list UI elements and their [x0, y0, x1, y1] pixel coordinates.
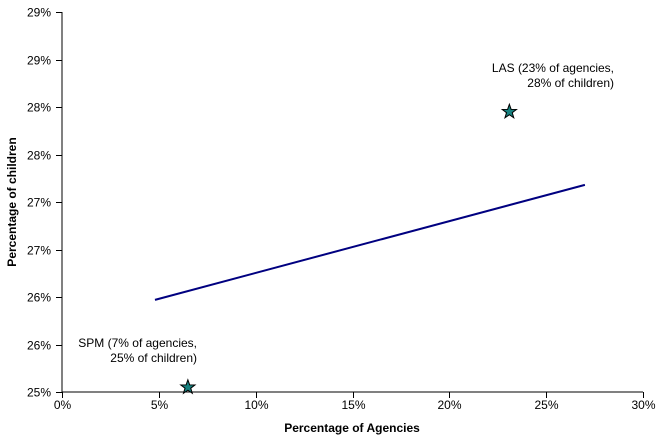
y-tick-label: 25% — [27, 386, 51, 400]
star-marker-spm — [179, 378, 197, 395]
y-tick-label: 26% — [27, 291, 51, 305]
y-axis-title: Percentage of children — [5, 137, 19, 267]
y-tick-label: 28% — [27, 101, 51, 115]
y-tick-label: 29% — [27, 6, 51, 20]
x-tick-label: 25% — [534, 398, 558, 412]
annotation-spm-line1: SPM (7% of agencies, — [78, 336, 197, 350]
y-tick-label: 29% — [27, 54, 51, 68]
x-tick-label: 5% — [151, 398, 169, 412]
annotation-spm: SPM (7% of agencies, 25% of children) — [78, 336, 197, 366]
x-tick-label: 20% — [437, 398, 461, 412]
y-tick-label: 27% — [27, 196, 51, 210]
annotation-spm-line2: 25% of children) — [110, 351, 197, 365]
annotation-las-line2: 28% of children) — [527, 76, 614, 90]
x-tick-label: 15% — [341, 398, 365, 412]
y-tick-label: 26% — [27, 339, 51, 353]
x-axis-title: Percentage of Agencies — [284, 421, 420, 435]
trend-line — [154, 183, 586, 301]
x-tick-label: 30% — [631, 398, 655, 412]
x-tick-label: 0% — [54, 398, 72, 412]
y-tick-label: 27% — [27, 244, 51, 258]
annotation-las: LAS (23% of agencies, 28% of children) — [492, 61, 614, 91]
x-tick-label: 10% — [244, 398, 268, 412]
star-marker-las — [500, 102, 518, 120]
y-tick-label: 28% — [27, 149, 51, 163]
annotation-las-line1: LAS (23% of agencies, — [491, 61, 614, 75]
